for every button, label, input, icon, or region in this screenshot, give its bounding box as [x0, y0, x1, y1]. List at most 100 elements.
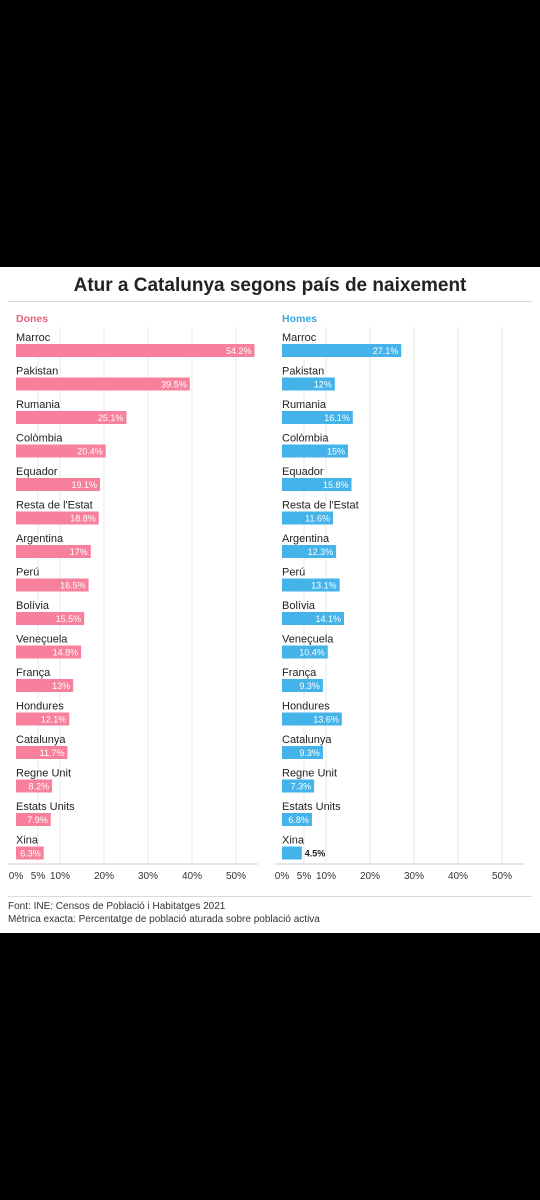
homes-category-label: França [282, 667, 317, 679]
homes-data-label: 15% [327, 447, 345, 457]
dones-data-label: 14.8% [53, 648, 79, 658]
chart-card: Atur a Catalunya segons país de naixemen… [0, 267, 540, 933]
dones-data-label: 7.9% [27, 815, 48, 825]
homes-category-label: Equador [282, 466, 324, 478]
homes-bar [282, 679, 323, 692]
homes-tick-label: 50% [492, 871, 512, 882]
homes-tick-label: 10% [316, 871, 336, 882]
dones-tick-label: 0% [9, 871, 24, 882]
homes-category-label: Catalunya [282, 734, 332, 746]
homes-panel-title: Homes [282, 313, 317, 325]
dones-bar [16, 545, 91, 558]
homes-category-label: Regne Unit [282, 768, 337, 780]
dones-panel-title: Dones [16, 313, 48, 325]
homes-data-label: 11.6% [305, 514, 330, 524]
dones-data-label: 19.1% [72, 480, 98, 490]
homes-bar [282, 746, 323, 759]
homes-bar [282, 645, 328, 659]
dones-category-label: Rumania [16, 399, 61, 411]
homes-category-label: Colòmbia [282, 433, 329, 445]
dones-category-label: Argentina [16, 533, 64, 545]
homes-data-label: 4.5% [305, 849, 326, 859]
chart-title: Atur a Catalunya segons país de naixemen… [73, 275, 467, 296]
homes-bar [282, 545, 337, 558]
homes-category-label: Bolívia [282, 600, 316, 612]
homes-tick-label: 0% [275, 871, 290, 882]
dones-category-label: Veneçuela [16, 634, 68, 646]
dones-data-label: 54.2% [226, 346, 252, 356]
dones-category-label: Hondures [16, 701, 64, 713]
homes-data-label: 6.8% [288, 815, 309, 825]
homes-data-label: 27.1% [373, 346, 399, 356]
homes-bar [282, 344, 402, 357]
footer-divider [8, 896, 532, 897]
homes-bar [282, 578, 340, 592]
dones-category-label: Xina [16, 835, 39, 847]
homes-category-label: Veneçuela [282, 634, 334, 646]
homes-bar [282, 846, 302, 860]
dones-bar [16, 746, 68, 759]
homes-category-label: Argentina [282, 533, 330, 545]
dones-data-label: 18.8% [70, 514, 96, 524]
dones-data-label: 6.3% [20, 849, 41, 859]
dones-data-label: 20.4% [77, 447, 103, 457]
homes-category-label: Estats Units [282, 801, 341, 813]
homes-data-label: 10.4% [299, 648, 325, 658]
dones-bar [16, 779, 53, 793]
homes-bar [282, 444, 348, 458]
homes-bar [282, 612, 345, 625]
homes-bar [282, 411, 353, 424]
homes-data-label: 13.1% [311, 581, 337, 591]
dones-category-label: Pakistan [16, 366, 58, 378]
homes-bar [282, 813, 312, 826]
dones-bar [16, 645, 82, 659]
homes-data-label: 12.3% [308, 547, 334, 557]
dones-bar [16, 377, 190, 391]
dones-bar [16, 444, 106, 458]
homes-bar [282, 511, 334, 525]
dones-data-label: 13% [52, 681, 70, 691]
dones-category-label: Equador [16, 466, 58, 478]
dones-tick-label: 40% [182, 871, 202, 882]
dones-bar [16, 411, 127, 424]
homes-category-label: Marroc [282, 332, 317, 344]
title-divider [8, 301, 532, 302]
homes-bar [282, 478, 352, 491]
dones-data-label: 17% [70, 547, 88, 557]
dones-category-label: Catalunya [16, 734, 66, 746]
dones-bar [16, 679, 74, 692]
dones-tick-label: 10% [50, 871, 70, 882]
homes-tick-label: 5% [297, 871, 312, 882]
dones-category-label: Colòmbia [16, 433, 63, 445]
homes-category-label: Xina [282, 835, 305, 847]
dones-category-label: França [16, 667, 51, 679]
dones-data-label: 39.5% [161, 380, 187, 390]
dones-bar [16, 612, 85, 625]
homes-data-label: 9.3% [299, 681, 320, 691]
dones-bar [16, 344, 255, 357]
dones-data-label: 15.5% [56, 614, 82, 624]
homes-data-label: 14.1% [316, 614, 342, 624]
homes-category-label: Pakistan [282, 366, 324, 378]
dones-bar [16, 478, 101, 491]
dones-tick-label: 50% [226, 871, 246, 882]
dones-tick-label: 30% [138, 871, 158, 882]
homes-category-label: Perú [282, 567, 305, 579]
source-note: Font: INE: Censos de Població i Habitatg… [8, 901, 226, 912]
homes-data-label: 13.6% [313, 715, 339, 725]
dones-data-label: 11.7% [40, 748, 65, 758]
homes-bar [282, 377, 335, 391]
dones-category-label: Marroc [16, 332, 51, 344]
dones-tick-label: 20% [94, 871, 114, 882]
dones-data-label: 25.1% [98, 413, 124, 423]
homes-tick-label: 30% [404, 871, 424, 882]
homes-tick-label: 40% [448, 871, 468, 882]
homes-category-label: Rumania [282, 399, 327, 411]
homes-tick-label: 20% [360, 871, 380, 882]
dones-bar [16, 578, 89, 592]
dones-bar [16, 813, 51, 826]
dones-bar [16, 511, 99, 525]
dones-tick-label: 5% [31, 871, 46, 882]
homes-data-label: 15.8% [323, 480, 349, 490]
dones-bar [16, 846, 44, 860]
